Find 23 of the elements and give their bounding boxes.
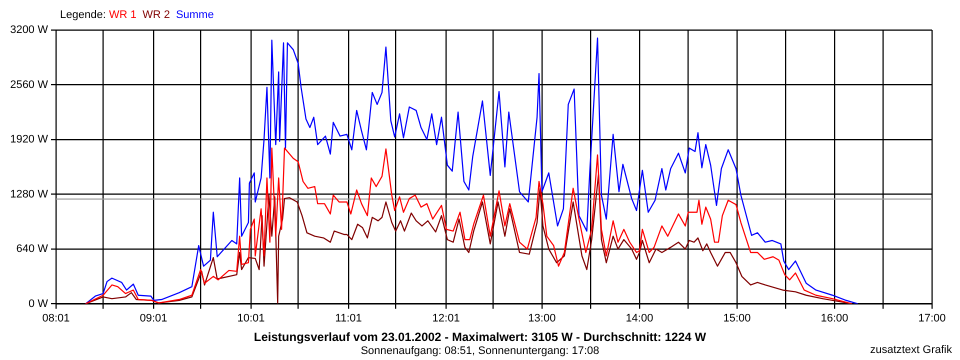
x-tick-label: 16:00 bbox=[820, 312, 848, 324]
y-tick-label: 1920 W bbox=[10, 134, 49, 146]
y-tick-label: 640 W bbox=[16, 243, 49, 256]
text: WR 2 bbox=[142, 9, 170, 21]
text: WR 1 bbox=[108, 9, 136, 21]
x-tick-label: 11:01 bbox=[335, 312, 362, 324]
y-tick-label: 0 W bbox=[28, 298, 49, 310]
x-tick-label: 13:00 bbox=[528, 312, 556, 324]
legend-title: Legende: bbox=[60, 9, 107, 21]
x-tick-label: 15:00 bbox=[723, 312, 751, 324]
text: Sonnenaufgang: 08:51, Sonnenuntergang: 17:08 bbox=[360, 345, 600, 357]
x-tick-label: 09:01 bbox=[140, 312, 168, 324]
x-tick-label: 10:01 bbox=[237, 312, 265, 324]
y-tick-label: 1280 W bbox=[10, 188, 49, 200]
y-tick-label: 3200 W bbox=[10, 24, 49, 36]
x-tick-label: 17:00 bbox=[918, 312, 946, 324]
text: Summe bbox=[176, 9, 214, 21]
text: Leistungsverlauf vom 23.01.2002 - Maximalwert: 3105 W - Durchschnitt: 1224 W bbox=[252, 330, 708, 344]
y-tick-label: 2560 W bbox=[10, 78, 49, 91]
x-tick-label: 08:01 bbox=[42, 312, 70, 324]
x-tick-label: 14:00 bbox=[626, 312, 654, 324]
x-tick-label: 12:01 bbox=[432, 312, 460, 324]
text: zusatztext Grafik bbox=[870, 344, 952, 356]
